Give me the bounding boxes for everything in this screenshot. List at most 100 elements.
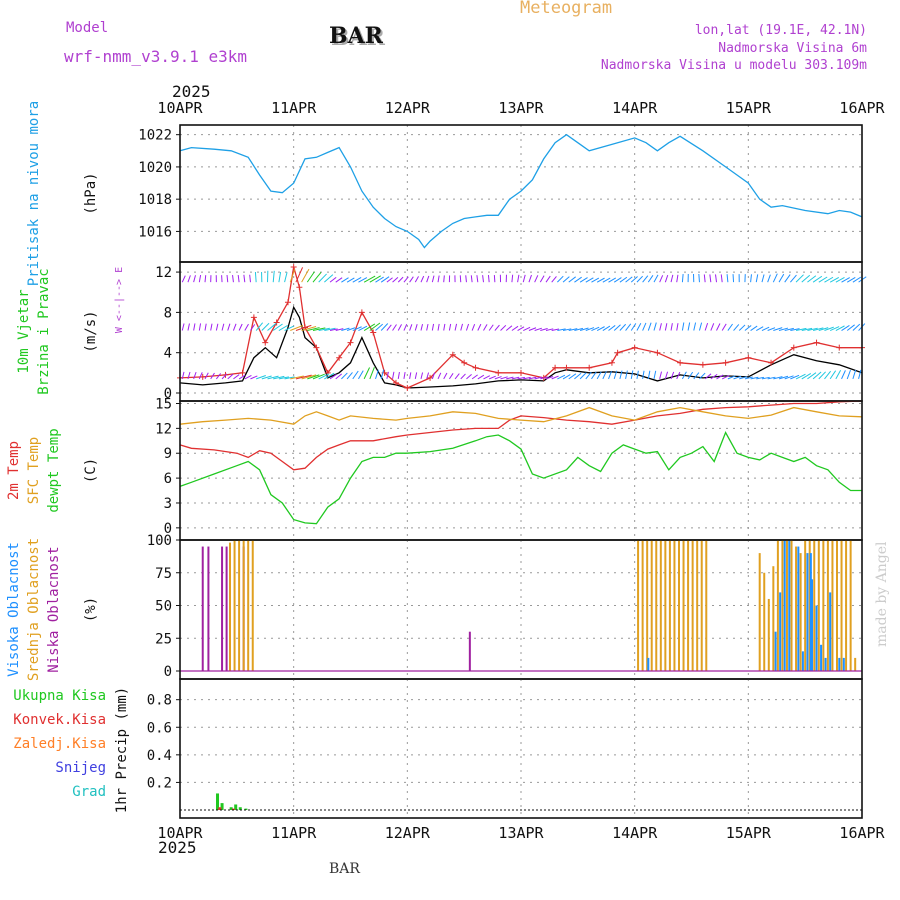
bar-high <box>774 631 777 671</box>
wind-barb <box>437 372 442 380</box>
wind-barb <box>608 325 616 331</box>
wind-barb <box>608 370 612 380</box>
wind-barb <box>585 327 595 331</box>
bar-mid <box>826 540 829 671</box>
wind-barb <box>488 375 496 380</box>
wind-barb <box>846 324 855 331</box>
wind-barb <box>318 273 327 283</box>
wind-barb <box>841 370 846 380</box>
wind-barb <box>397 371 400 379</box>
wind-barb <box>772 273 778 283</box>
wind-barb <box>761 326 770 331</box>
x-tick-label-bottom: 15APR <box>726 824 772 842</box>
wind-barb <box>522 274 526 283</box>
wind-barb <box>540 328 548 332</box>
wind-barb <box>703 274 706 283</box>
wind-barb <box>647 322 652 331</box>
bar-low <box>225 546 228 671</box>
wind-barb <box>369 366 375 380</box>
x-tick-label-bottom: 11APR <box>271 824 317 842</box>
wind-barb <box>596 371 602 380</box>
wind-barb <box>477 374 485 380</box>
wind-barb <box>187 275 191 283</box>
wind-barb <box>568 373 577 380</box>
wind-barb <box>483 375 491 380</box>
year-top: 2025 <box>172 82 211 101</box>
wind-barb <box>602 277 611 283</box>
wind-barb <box>557 374 566 380</box>
panel-unit: (%) <box>83 597 99 622</box>
wind-barb <box>852 323 861 331</box>
wind-barb <box>676 274 679 283</box>
wind-barb <box>551 328 560 332</box>
wind-barb <box>318 373 330 380</box>
gust-marker <box>347 339 354 346</box>
wind-barb <box>443 372 448 380</box>
y-tick-label: 4 <box>164 346 172 362</box>
wind-barb <box>568 276 576 283</box>
wind-barb <box>181 275 186 283</box>
wind-barb <box>272 270 275 283</box>
wind-barb <box>812 275 823 283</box>
wind-barb <box>244 323 249 331</box>
wind-barb <box>295 267 304 283</box>
wind-barb <box>181 323 185 331</box>
gust-marker <box>495 369 502 376</box>
wind-barb <box>358 370 364 380</box>
wind-barb <box>630 276 638 283</box>
y-tick-label: 75 <box>155 566 172 582</box>
wind-barb <box>636 275 644 283</box>
bar-mid <box>229 542 232 671</box>
wind-barb <box>790 328 800 332</box>
wind-barb <box>630 370 634 379</box>
wind-barb <box>670 371 675 380</box>
wind-barb <box>369 322 381 331</box>
wind-barb <box>540 376 548 380</box>
wind-barb <box>454 373 460 380</box>
lonlat: lon,lat (19.1E, 42.1N) <box>694 23 867 38</box>
wind-barb <box>778 375 789 380</box>
wind-barb <box>739 376 748 380</box>
y-tick-label: 25 <box>155 631 172 647</box>
bar-mid <box>776 540 779 671</box>
wind-barb <box>574 327 584 332</box>
wind-barb <box>761 376 770 380</box>
wind-barb <box>704 373 712 380</box>
wind-barb <box>818 276 828 283</box>
x-tick-label-top: 13APR <box>498 99 544 117</box>
wind-barb <box>733 324 740 331</box>
panel-label: 2m Temp <box>6 441 22 500</box>
wind-barb <box>767 274 771 283</box>
gust-marker <box>296 284 303 291</box>
wind-barb <box>744 376 753 380</box>
wind-barb <box>284 325 294 331</box>
wind-barb <box>818 371 826 380</box>
wind-barb <box>596 326 605 331</box>
wind-barb <box>318 327 330 332</box>
bar-mid <box>641 540 644 671</box>
wind-barb <box>312 327 326 332</box>
wind-barb <box>238 323 243 331</box>
y-tick-label: 8 <box>164 305 172 321</box>
bar-mid <box>650 540 653 671</box>
wind-barb <box>756 376 765 380</box>
wind-barb <box>642 275 649 283</box>
wind-barb <box>812 327 824 332</box>
bar-conv <box>218 807 222 810</box>
gust-marker <box>404 384 411 391</box>
wind-barb <box>613 370 618 380</box>
x-tick-label-bottom: 13APR <box>498 824 544 842</box>
panel-label: Niska Oblacnost <box>46 546 62 672</box>
wind-barb <box>664 274 669 283</box>
wind-barb <box>818 327 829 332</box>
y-tick-label: 0 <box>164 664 172 680</box>
x-tick-label-bottom: 14APR <box>612 824 658 842</box>
wind-barb <box>574 276 582 283</box>
bar-total <box>238 807 242 810</box>
wind-barb <box>187 371 191 380</box>
bar-high <box>820 644 823 671</box>
x-tick-label-top: 11APR <box>271 99 317 117</box>
wind-barb <box>642 322 647 331</box>
wind-barb <box>647 370 651 379</box>
wind-barb <box>659 275 664 283</box>
